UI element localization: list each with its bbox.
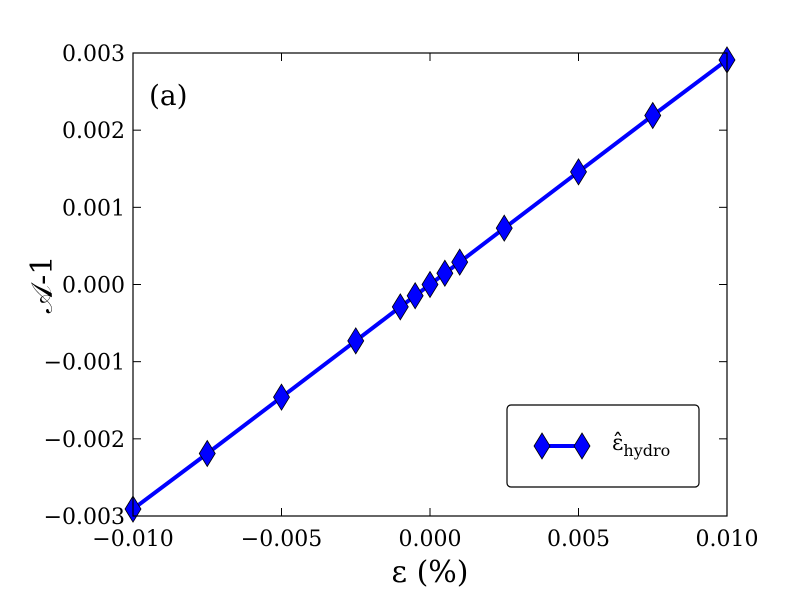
x-axis-label: ε (%) (392, 555, 469, 590)
y-tick-label: 0.002 (62, 119, 125, 144)
data-point-marker (570, 158, 587, 186)
y-tick-label: −0.002 (44, 428, 125, 453)
x-tick-label: 0.010 (696, 527, 759, 552)
legend-entry-subscript: hydro (623, 441, 670, 460)
x-tick-label: 0.005 (547, 527, 610, 552)
legend-marker (533, 432, 551, 460)
y-tick-label: 0.003 (62, 42, 125, 67)
y-axis-ticks: −0.003 −0.002 −0.001 0.000 0.001 0.002 0.003 (44, 42, 727, 530)
data-point-marker (495, 214, 513, 242)
x-axis-ticks: −0.010 −0.005 0.000 0.005 0.010 (92, 53, 758, 552)
x-tick-label: 0.000 (399, 527, 462, 552)
data-point-marker (347, 327, 365, 355)
y-tick-label: 0.001 (62, 196, 125, 221)
data-point-marker (436, 259, 454, 287)
axes-frame (132, 52, 728, 517)
x-tick-label: −0.010 (92, 527, 173, 552)
y-tick-label: −0.001 (44, 351, 125, 376)
y-tick-label: −0.003 (44, 505, 125, 530)
y-axis-label: 𝒜-1 (25, 256, 60, 314)
legend-box (506, 404, 700, 488)
data-point-marker (273, 383, 290, 411)
legend-entry-label: ε̂hydro (612, 431, 670, 460)
legend-markers (533, 432, 591, 460)
legend-marker (573, 432, 591, 460)
data-point-marker (421, 270, 439, 299)
panel-label: (a) (149, 79, 188, 112)
data-point-marker (391, 293, 409, 321)
data-point-marker (644, 101, 662, 130)
y-tick-label: 0.000 (62, 274, 125, 299)
data-point-marker (198, 439, 216, 468)
x-tick-label: −0.005 (241, 527, 322, 552)
legend: ε̂hydro (506, 404, 700, 488)
data-point-marker (406, 282, 424, 310)
data-point-marker (451, 248, 469, 276)
series-layer (124, 46, 736, 523)
legend-entry-symbol: ε̂ (612, 431, 623, 456)
